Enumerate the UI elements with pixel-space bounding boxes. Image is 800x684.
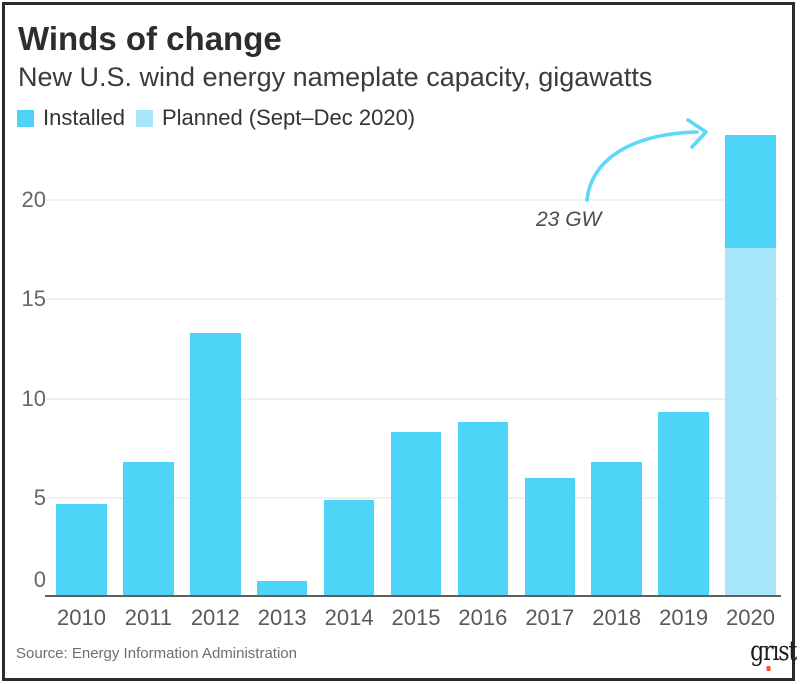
bar-2010-installed-segment	[56, 503, 107, 597]
y-tick-label-20: 20	[21, 187, 46, 212]
bar-2020-planned-segment	[725, 247, 776, 597]
legend-swatch-installed-icon	[17, 109, 34, 127]
grist-logo-text-post: st	[778, 636, 797, 667]
bar-2017-installed-segment	[524, 477, 576, 597]
x-tick-label-2019: 2019	[659, 605, 709, 630]
bar-2015-installed-segment	[390, 432, 442, 597]
bar-2012-installed-segment	[190, 333, 241, 597]
gridline-15	[46, 298, 778, 301]
legend: Installed Planned (Sept–Dec 2020)	[17, 105, 415, 131]
grist-logo: grıst	[750, 636, 797, 671]
grist-logo-text-i: ı	[772, 636, 779, 667]
source-note: Source: Energy Information Administratio…	[16, 645, 297, 662]
gridline-10	[46, 397, 778, 400]
x-tick-label-2011: 2011	[124, 605, 173, 630]
x-tick-label-2014: 2014	[324, 605, 374, 630]
gridline-20	[46, 199, 778, 201]
bar-2014-installed-segment	[323, 499, 375, 597]
chart-subtitle: New U.S. wind energy nameplate capacity,…	[18, 62, 653, 92]
bar-2013-installed-segment	[256, 581, 308, 597]
x-tick-label-2015: 2015	[391, 605, 441, 630]
x-tick-label-2017: 2017	[525, 605, 575, 630]
legend-swatch-planned-icon	[135, 109, 153, 127]
legend-label-planned: Planned (Sept–Dec 2020)	[161, 105, 416, 130]
x-tick-label-2013: 2013	[257, 605, 307, 630]
bar-2020-installed-segment	[725, 134, 776, 248]
y-tick-label-10: 10	[21, 385, 46, 411]
x-tick-label-2010: 2010	[57, 605, 106, 630]
y-tick-label-5: 5	[33, 484, 46, 510]
grist-logo-orange-dot-icon	[766, 666, 771, 671]
annotation-23gw: 23 GW	[536, 208, 602, 231]
bar-2016-installed-segment	[457, 422, 509, 597]
y-tick-label-0: 0	[33, 567, 46, 592]
legend-item-planned: Planned (Sept–Dec 2020)	[135, 105, 416, 131]
x-tick-label-2016: 2016	[458, 605, 508, 630]
chart-title: Winds of change	[18, 20, 282, 57]
x-tick-label-2020: 2020	[726, 605, 775, 630]
legend-item-installed: Installed	[17, 105, 125, 131]
bar-2019-installed-segment	[658, 412, 709, 597]
curved-arrow-icon	[585, 118, 708, 202]
x-axis-line	[45, 595, 781, 597]
grist-logo-text-pre: gr	[750, 636, 774, 667]
x-tick-label-2018: 2018	[592, 605, 642, 630]
y-tick-label-15: 15	[21, 286, 46, 312]
bar-2018-installed-segment	[591, 462, 642, 597]
legend-label-installed: Installed	[43, 105, 125, 130]
bar-2011-installed-segment	[123, 462, 174, 597]
x-tick-label-2012: 2012	[190, 605, 240, 630]
